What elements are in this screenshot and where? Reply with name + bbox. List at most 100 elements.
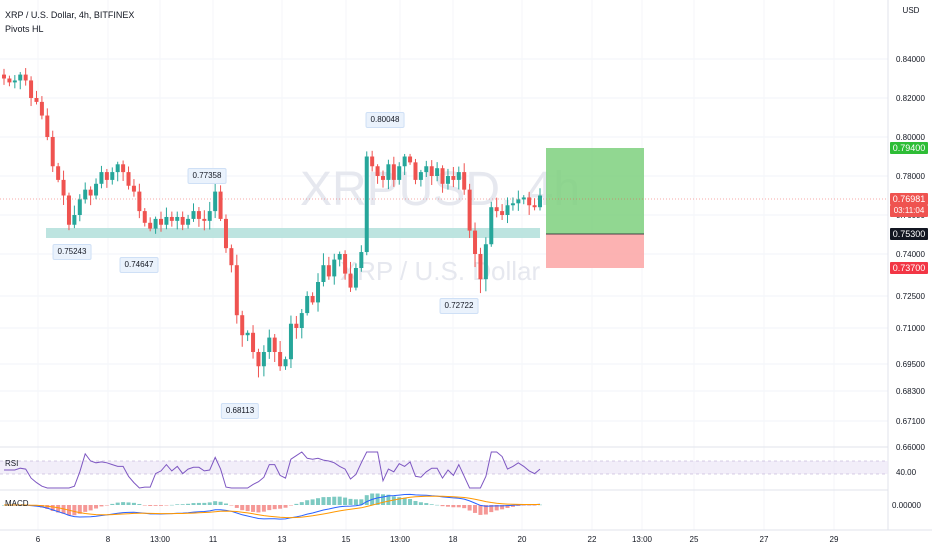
macd-bar [131,502,136,505]
macd-bar [532,505,537,506]
candle [94,178,99,200]
candle [34,90,39,105]
macd-bar [337,496,342,505]
macd-bar [402,497,407,505]
candle [115,161,120,182]
countdown-tag: 03:11:04 [890,205,928,217]
candle [462,163,467,195]
macd-bar [424,503,429,505]
macd-bar [305,500,310,505]
current-price-tag: 0.76981 [890,193,928,205]
y-tick-label: 0.78000 [896,172,925,181]
macd-bar [213,501,218,505]
x-axis: 6 8 13:00 11 13 15 13:00 18 20 22 13:00 25 27 29 [36,535,839,544]
macd-bar [386,494,391,505]
macd-bar [516,505,521,506]
macd-bar [440,505,445,507]
y-tick-label: 0.71000 [896,324,925,333]
candle [180,211,185,231]
candle [104,168,109,188]
candle [50,130,55,173]
candle [478,247,483,294]
macd-bar [510,505,515,507]
candle [77,194,82,222]
indicator-label[interactable]: Pivots HL [5,24,44,34]
y-tick-label: 0.72500 [896,292,925,301]
candle [521,195,526,205]
macd-bar [196,502,201,505]
candle [72,205,77,229]
candle [489,201,494,247]
macd-bar [348,498,353,505]
symbol-title[interactable]: XRP / U.S. Dollar, 4h, BITFINEX [5,10,135,20]
candle [305,291,310,316]
x-tick-label: 13:00 [150,535,171,544]
rsi-label[interactable]: RSI [5,459,19,468]
macd-label[interactable]: MACD [5,499,29,508]
macd-bar [56,505,61,513]
macd-bar [148,505,153,506]
x-tick-label: 6 [36,535,41,544]
candle [364,151,369,256]
candle [435,162,440,182]
stop-price-tag: 0.73700 [890,262,928,274]
candle [202,210,207,231]
target-zone[interactable] [546,148,644,234]
support-zone[interactable] [46,228,540,238]
x-tick-label: 18 [449,535,458,544]
candle [18,72,23,90]
macd-bar [39,505,44,508]
macd-bar [321,497,326,505]
candle [288,315,293,369]
macd-bar [251,505,256,512]
macd-bar [391,496,396,505]
macd-bar [121,502,126,505]
macd-bar [445,505,450,507]
macd-bar [240,505,245,511]
candle [370,150,375,172]
x-tick-label: 11 [209,535,218,544]
x-tick-label: 13:00 [390,535,411,544]
macd-bar [218,501,223,505]
candle [261,345,266,377]
candle [278,340,283,371]
candle [45,108,50,141]
candle [256,348,261,378]
candle [267,329,272,359]
y-tick-label: 0.67100 [896,417,925,426]
macd-bar [45,505,50,509]
pivot-label-4: 0.68113 [220,403,260,419]
candle [169,211,174,227]
candle [445,168,450,190]
macd-bar [299,502,304,505]
watermark-name: XRP / U.S. Dollar [340,256,541,286]
macd-bar [88,505,93,511]
macd-bar [489,505,494,513]
chart-legend: XRP / U.S. Dollar, 4h, BITFINEX Pivots H… [5,8,134,36]
macd-bar [261,505,266,512]
candle [175,211,180,230]
candle [505,197,510,224]
macd-bar [83,505,88,512]
macd-bar [364,495,369,505]
macd-bar [380,494,385,505]
candle [56,162,61,183]
candle [516,190,521,211]
candle [294,315,299,339]
pivot-label-3: 0.77358 [187,168,227,184]
candle [148,217,153,232]
y-tick-label: 0.66000 [896,443,925,452]
macd-bar [408,499,413,505]
y-tick-label: 0.68300 [896,387,925,396]
rsi-tick: 40.00 [896,468,917,477]
stop-zone[interactable] [546,234,644,268]
macd-bar [429,504,434,505]
candle [88,186,93,206]
macd-bar [288,505,293,506]
candle [310,292,315,305]
currency-button[interactable]: USD [902,6,920,15]
macd-bar [104,505,109,506]
candle [483,237,488,292]
